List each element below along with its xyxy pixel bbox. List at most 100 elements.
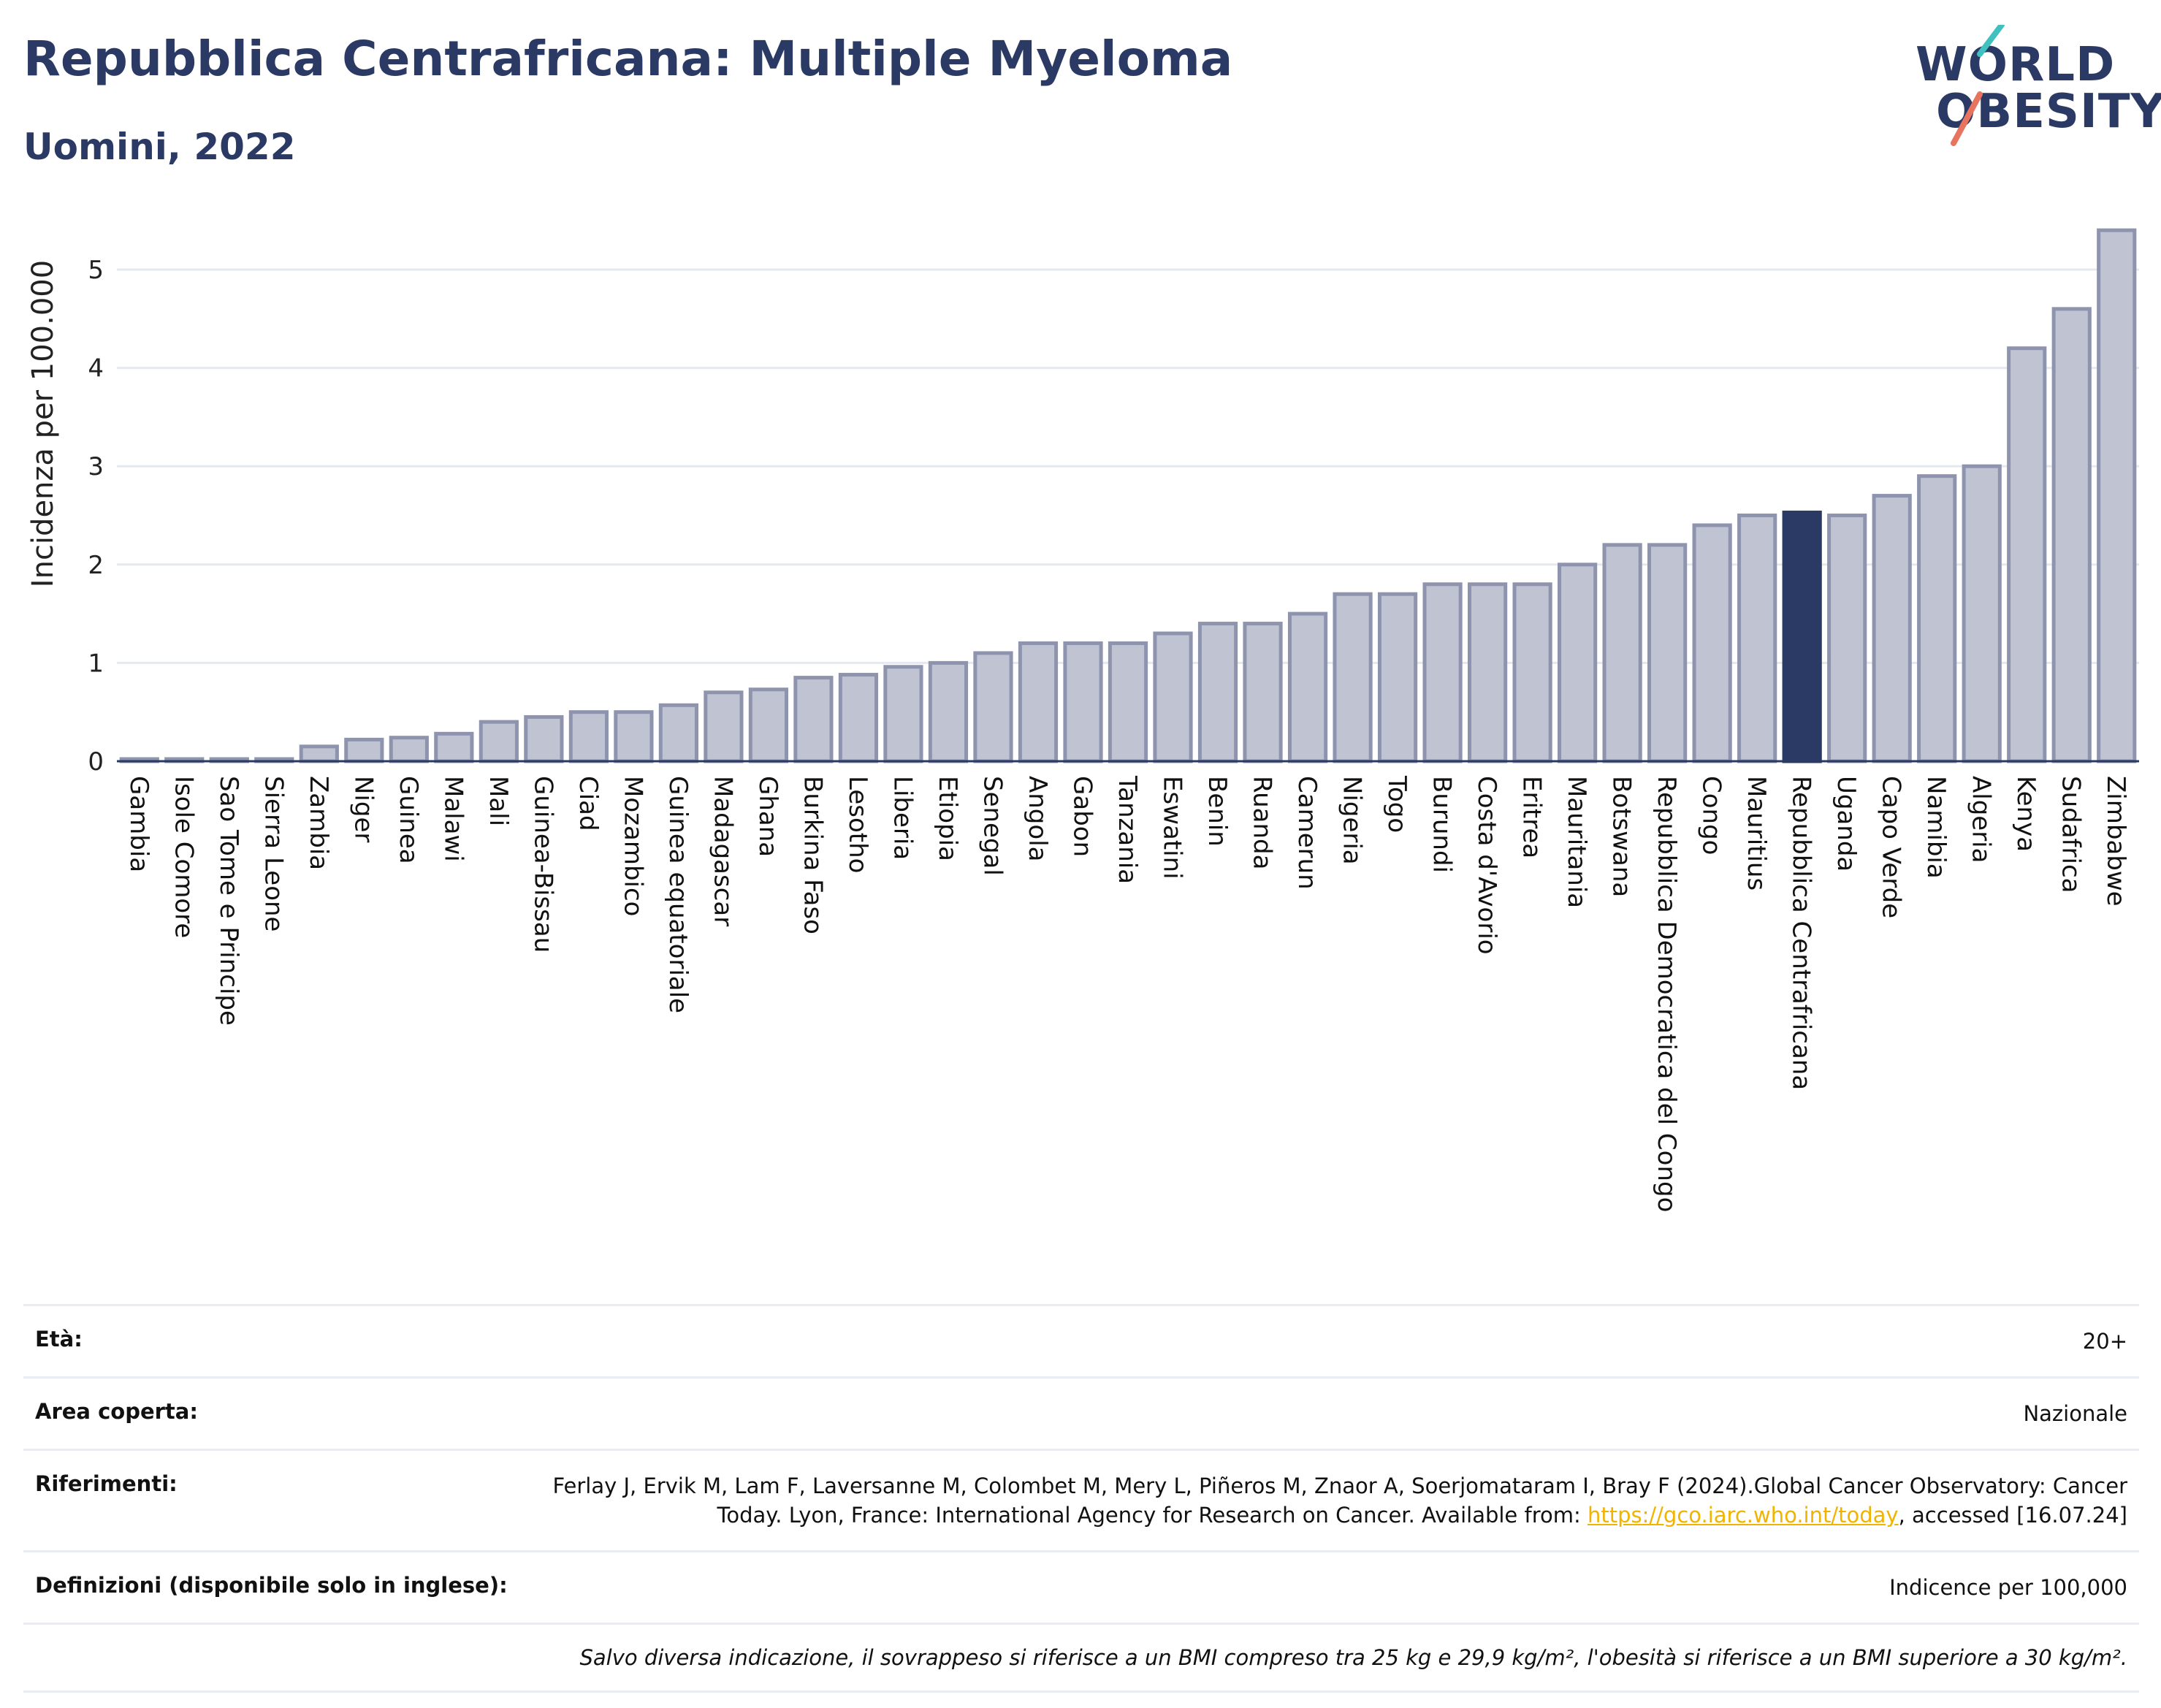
x-tick-label: Ciad: [573, 776, 603, 831]
x-tick-label: Algeria: [1967, 776, 1996, 863]
x-tick-label: Mozambico: [618, 776, 647, 916]
bar: [1872, 494, 1912, 763]
bar: [1063, 641, 1103, 763]
x-tick-label: Costa d'Avorio: [1472, 776, 1501, 955]
bar: [614, 710, 654, 763]
x-tick-label: Ghana: [753, 776, 782, 857]
x-tick-label: Repubblica Democratica del Congo: [1652, 776, 1681, 1212]
bar: [838, 673, 879, 763]
area-value: Nazionale: [2023, 1401, 2127, 1426]
x-tick-label: Sudafrica: [2057, 776, 2086, 893]
riferimenti-text: Ferlay J, Ervik M, Lam F, Laversanne M, …: [552, 1473, 2127, 1528]
bar: [344, 737, 384, 763]
bar: [1737, 514, 1777, 763]
x-tick-label: Burkina Faso: [798, 776, 827, 934]
x-tick-label: Madagascar: [708, 776, 737, 926]
x-tick-label: Benin: [1203, 776, 1232, 847]
x-tick-label: Sao Tome e Principe: [214, 776, 243, 1026]
riferimenti-link[interactable]: https://gco.iarc.who.int/today: [1587, 1503, 1899, 1528]
bar: [748, 687, 789, 763]
x-tick-label: Lesotho: [843, 776, 872, 873]
x-tick-label: Guinea equatoriale: [663, 776, 693, 1013]
x-tick-label: Eritrea: [1517, 776, 1547, 858]
bar: [1467, 582, 1508, 763]
x-tick-label: Mali: [484, 776, 513, 826]
bmi-note: Salvo diversa indicazione, il sovrappeso…: [579, 1645, 2127, 1670]
info-table: Età: 20+ Area coperta: Nazionale Riferim…: [23, 1304, 2139, 1693]
x-tick-label: Togo: [1382, 775, 1411, 833]
bar: [1377, 592, 1418, 763]
bar: [2097, 228, 2137, 763]
x-tick-label: Capo Verde: [1877, 776, 1906, 918]
x-tick-label: Kenya: [2011, 776, 2040, 852]
x-tick-label: Sierra Leone: [259, 776, 288, 931]
page-title: Repubblica Centrafricana: Multiple Myelo…: [23, 31, 1233, 87]
x-tick-label: Gabon: [1067, 776, 1097, 857]
bar: [1827, 514, 1867, 763]
bar: [704, 690, 744, 763]
info-row-riferimenti: Riferimenti: Ferlay J, Ervik M, Lam F, L…: [23, 1449, 2139, 1550]
x-tick-label: Uganda: [1832, 776, 1861, 872]
bar: [1108, 641, 1148, 763]
x-tick-label: Botswana: [1607, 776, 1636, 897]
x-tick-label: Congo: [1697, 776, 1726, 855]
bar: [1287, 611, 1328, 763]
x-tick-label: Angola: [1023, 776, 1052, 861]
bar: [1197, 622, 1238, 763]
bar: [389, 736, 429, 763]
x-tick-label: Isole Comore: [169, 776, 198, 938]
info-row-eta: Età: 20+: [23, 1304, 2139, 1376]
world-obesity-logo[interactable]: WORLD OBESITY: [1899, 25, 2161, 156]
bar: [1333, 592, 1373, 763]
bar: [1153, 631, 1193, 763]
x-tick-label: Repubblica Centrafricana: [1787, 776, 1816, 1090]
x-tick-label: Mauritania: [1562, 776, 1591, 908]
bar: [973, 651, 1013, 763]
bar: [1422, 582, 1463, 763]
x-tick-label: Zimbabwe: [2101, 776, 2130, 907]
area-label: Area coperta:: [35, 1399, 198, 1424]
x-tick-label: Namibia: [1921, 776, 1951, 879]
y-tick-label: 3: [88, 452, 104, 481]
y-tick-label: 1: [88, 649, 104, 678]
bar: [883, 665, 923, 763]
x-tick-label: Etiopia: [933, 776, 962, 861]
bar: [1558, 563, 1598, 763]
y-tick-label: 4: [88, 354, 104, 384]
x-tick-label: Guinea: [394, 776, 423, 864]
bar: [658, 703, 698, 763]
bar: [928, 660, 969, 763]
bar: [2007, 346, 2047, 763]
bar: [299, 744, 339, 763]
x-tick-label: Gambia: [124, 776, 153, 872]
info-row-area: Area coperta: Nazionale: [23, 1376, 2139, 1449]
bar: [1692, 523, 1732, 763]
y-tick-label: 5: [88, 256, 104, 285]
riferimenti-accessed: , accessed [16.07.24]: [1898, 1503, 2127, 1528]
bar: [1512, 582, 1552, 763]
bar: [568, 710, 609, 763]
x-tick-label: Zambia: [304, 776, 333, 870]
x-tick-label: Guinea-Bissau: [528, 776, 557, 953]
bar: [1602, 543, 1642, 763]
definizioni-value: Indicence per 100,000: [1889, 1575, 2127, 1600]
y-axis-label: Incidenza per 100.000: [26, 260, 60, 587]
bar: [479, 720, 519, 763]
bar: [434, 731, 474, 763]
page-subtitle: Uomini, 2022: [23, 126, 296, 168]
logo-line-1: WORLD: [1916, 38, 2116, 92]
x-tick-label: Senegal: [977, 776, 1007, 876]
bar: [1647, 543, 1688, 763]
x-tick-label: Liberia: [888, 776, 917, 860]
info-row-definizioni: Definizioni (disponibile solo in inglese…: [23, 1550, 2139, 1623]
x-tick-label: Burundi: [1428, 776, 1457, 873]
bar: [1018, 641, 1059, 763]
x-tick-label: Niger: [348, 776, 378, 842]
x-tick-label: Tanzania: [1113, 775, 1142, 884]
bar: [1917, 474, 1957, 763]
bar: [793, 676, 834, 763]
eta-value: 20+: [2082, 1329, 2127, 1354]
x-tick-label: Nigeria: [1338, 776, 1367, 865]
bar: [1962, 464, 2002, 763]
riferimenti-value: Ferlay J, Ervik M, Lam F, Laversanne M, …: [520, 1471, 2127, 1530]
